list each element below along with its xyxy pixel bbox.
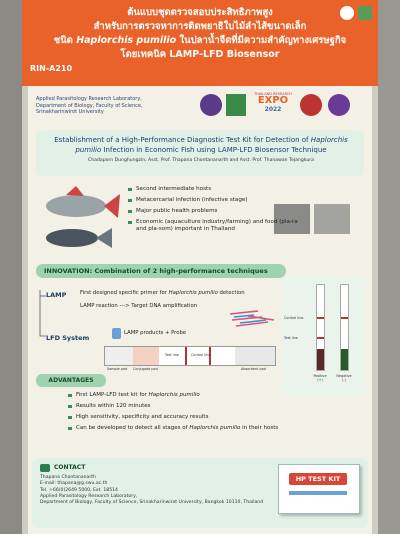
thai-title: สำหรับการตรวจหาการติดพยาธิใบไม้ลำไส้ขนาด… — [93, 21, 307, 32]
thai-title: ชนิด Haplorchis pumilio ในปลาน้ำจืดที่มี… — [22, 34, 378, 47]
logo — [300, 94, 322, 116]
booth-frame — [378, 0, 400, 534]
contact-line: Department of Biology, Faculty of Scienc… — [40, 500, 264, 506]
expo-text: THAILAND RESEARCH — [254, 92, 292, 96]
lfd-item: LAMP products + Probe — [124, 330, 187, 336]
micrograph — [314, 204, 350, 234]
contact-box: CONTACT Thapana Chontananarth E-mail: th… — [32, 458, 368, 528]
kit-label: HP TEST KIT — [289, 473, 347, 485]
test-strip — [340, 284, 349, 371]
result-text: (+) — [317, 378, 323, 382]
result-label: Positive (+) — [310, 374, 330, 382]
result-text: (-) — [342, 378, 346, 382]
contact-line: Tel. +66(0)2649 5000, Ext. 18514 — [40, 487, 118, 493]
logo — [358, 6, 372, 20]
contact-lines: Thapana Chontananarth E-mail: thapana@g.… — [40, 475, 280, 506]
header-band: ต้นแบบชุดตรวจสอบประสิทธิภาพสูง สำหรับการ… — [22, 0, 378, 86]
micrograph — [274, 204, 310, 234]
authors: Chadaporn Dunghungzin, Asst. Prof. Thapa… — [88, 158, 314, 163]
logo — [328, 94, 350, 116]
bullet: Can be developed to detect all stages of… — [68, 425, 338, 432]
expo-logo: THAILAND RESEARCH EXPO 2022 — [250, 92, 296, 118]
text-part: in their hosts — [240, 425, 279, 431]
strip-label: Conjugate pad — [133, 367, 158, 371]
expo-text: 2022 — [264, 106, 282, 113]
line-label: Test line — [284, 336, 298, 340]
species-name: Haplorchis pumilio — [75, 136, 348, 154]
strip-label: Sample pad — [107, 367, 128, 371]
text-part: Infection in Economic Fish using LAMP-LF… — [101, 146, 327, 154]
expo-text: EXPO — [257, 95, 289, 106]
logo — [226, 94, 246, 116]
contact-line: Thapana Chontananarth — [40, 475, 96, 480]
bullet: First LAMP-LFD test kit for Haplorchis p… — [68, 392, 338, 399]
bullet: Major public health problems — [128, 208, 363, 215]
contact-line: Applied Parasitology Research Laboratory… — [40, 493, 138, 499]
species-name: Haplorchis pumilio — [168, 290, 218, 296]
strip-label: Test line — [165, 353, 179, 357]
text-part: Establishment of a High-Performance Diag… — [54, 136, 311, 144]
bullet: Second intermediate hosts — [128, 186, 363, 193]
kit-box: HP TEST KIT — [278, 464, 360, 514]
result-label: Negative (-) — [334, 374, 354, 382]
title-box: Establishment of a High-Performance Diag… — [36, 130, 364, 176]
tube-icon — [112, 328, 121, 339]
strip-label: Control line — [191, 353, 211, 357]
affiliation-line: Department of Biology, Faculty of Scienc… — [36, 102, 143, 109]
innovation-banner: INNOVATION: Combination of 2 high-perfor… — [36, 264, 286, 278]
lamp-item: LAMP reaction ---> Target DNA amplificat… — [80, 303, 198, 309]
affiliation: Applied Parasitology Research Laboratory… — [36, 96, 186, 116]
logo — [340, 6, 354, 20]
thai-title: โดยเทคนิค LAMP-LFD Biosensor — [120, 49, 280, 60]
thai-title: ต้นแบบชุดตรวจสอบประสิทธิภาพสูง — [127, 7, 273, 18]
dna-illustration — [229, 310, 275, 327]
contact-heading: CONTACT — [54, 464, 86, 471]
fish-illustration — [46, 186, 120, 248]
affiliation-line: Srinakharinwirot University — [36, 109, 104, 115]
logo — [200, 94, 222, 116]
text-part: ในปลาน้ำจืดที่มีความสำคัญทางเศรษฐกิจ — [176, 35, 347, 46]
text-part: ชนิด — [53, 35, 77, 46]
lamp-item: First designed specific primer for Haplo… — [80, 290, 320, 297]
poster-code: RIN-A210 — [30, 64, 73, 73]
text-part: Can be developed to detect all stages of — [76, 425, 190, 431]
poster: Applied Parasitology Research Laboratory… — [28, 86, 372, 534]
text-part: detection — [217, 290, 245, 296]
connector — [39, 290, 46, 337]
line-label: Control line — [284, 316, 304, 320]
species-name: Haplorchis pumilio — [189, 425, 241, 431]
contact-line: E-mail: thapana@g.swu.ac.th — [40, 481, 108, 487]
background-list: Second intermediate hosts Metacercarial … — [128, 186, 363, 237]
bullet: Results within 120 minutes — [68, 403, 338, 410]
text-part: First designed specific primer for — [80, 290, 169, 296]
bullet: Economic (aquaculture industry/farming) … — [128, 219, 306, 233]
advantages-heading: ADVANTAGES — [36, 374, 106, 387]
booth-frame — [0, 0, 22, 534]
strip-diagram: Sample pad Conjugate pad Test line Contr… — [104, 346, 276, 371]
advantages-list: First LAMP-LFD test kit for Haplorchis p… — [68, 392, 338, 436]
test-strip — [316, 284, 325, 371]
poster-title: Establishment of a High-Performance Diag… — [44, 135, 358, 155]
species-name: Haplorchis pumilio — [148, 392, 200, 398]
result-text: Positive — [313, 374, 327, 378]
species-name: Haplorchis pumilio — [76, 35, 177, 46]
strip-label: Absorbent pad — [241, 367, 266, 371]
lfd-label: LFD System — [46, 334, 90, 342]
text-part: First LAMP-LFD test kit for — [76, 392, 149, 398]
bullet: Metacercarial infection (infective stage… — [128, 197, 363, 204]
affiliation-line: Applied Parasitology Research Laboratory… — [36, 96, 142, 102]
bullet: High sensitivity, specificity and accura… — [68, 414, 338, 421]
lamp-label: LAMP — [46, 291, 67, 299]
result-panel: Control line Test line Positive (+) Negat… — [282, 276, 366, 396]
result-text: Negative — [336, 374, 352, 378]
contact-icon — [40, 464, 50, 472]
